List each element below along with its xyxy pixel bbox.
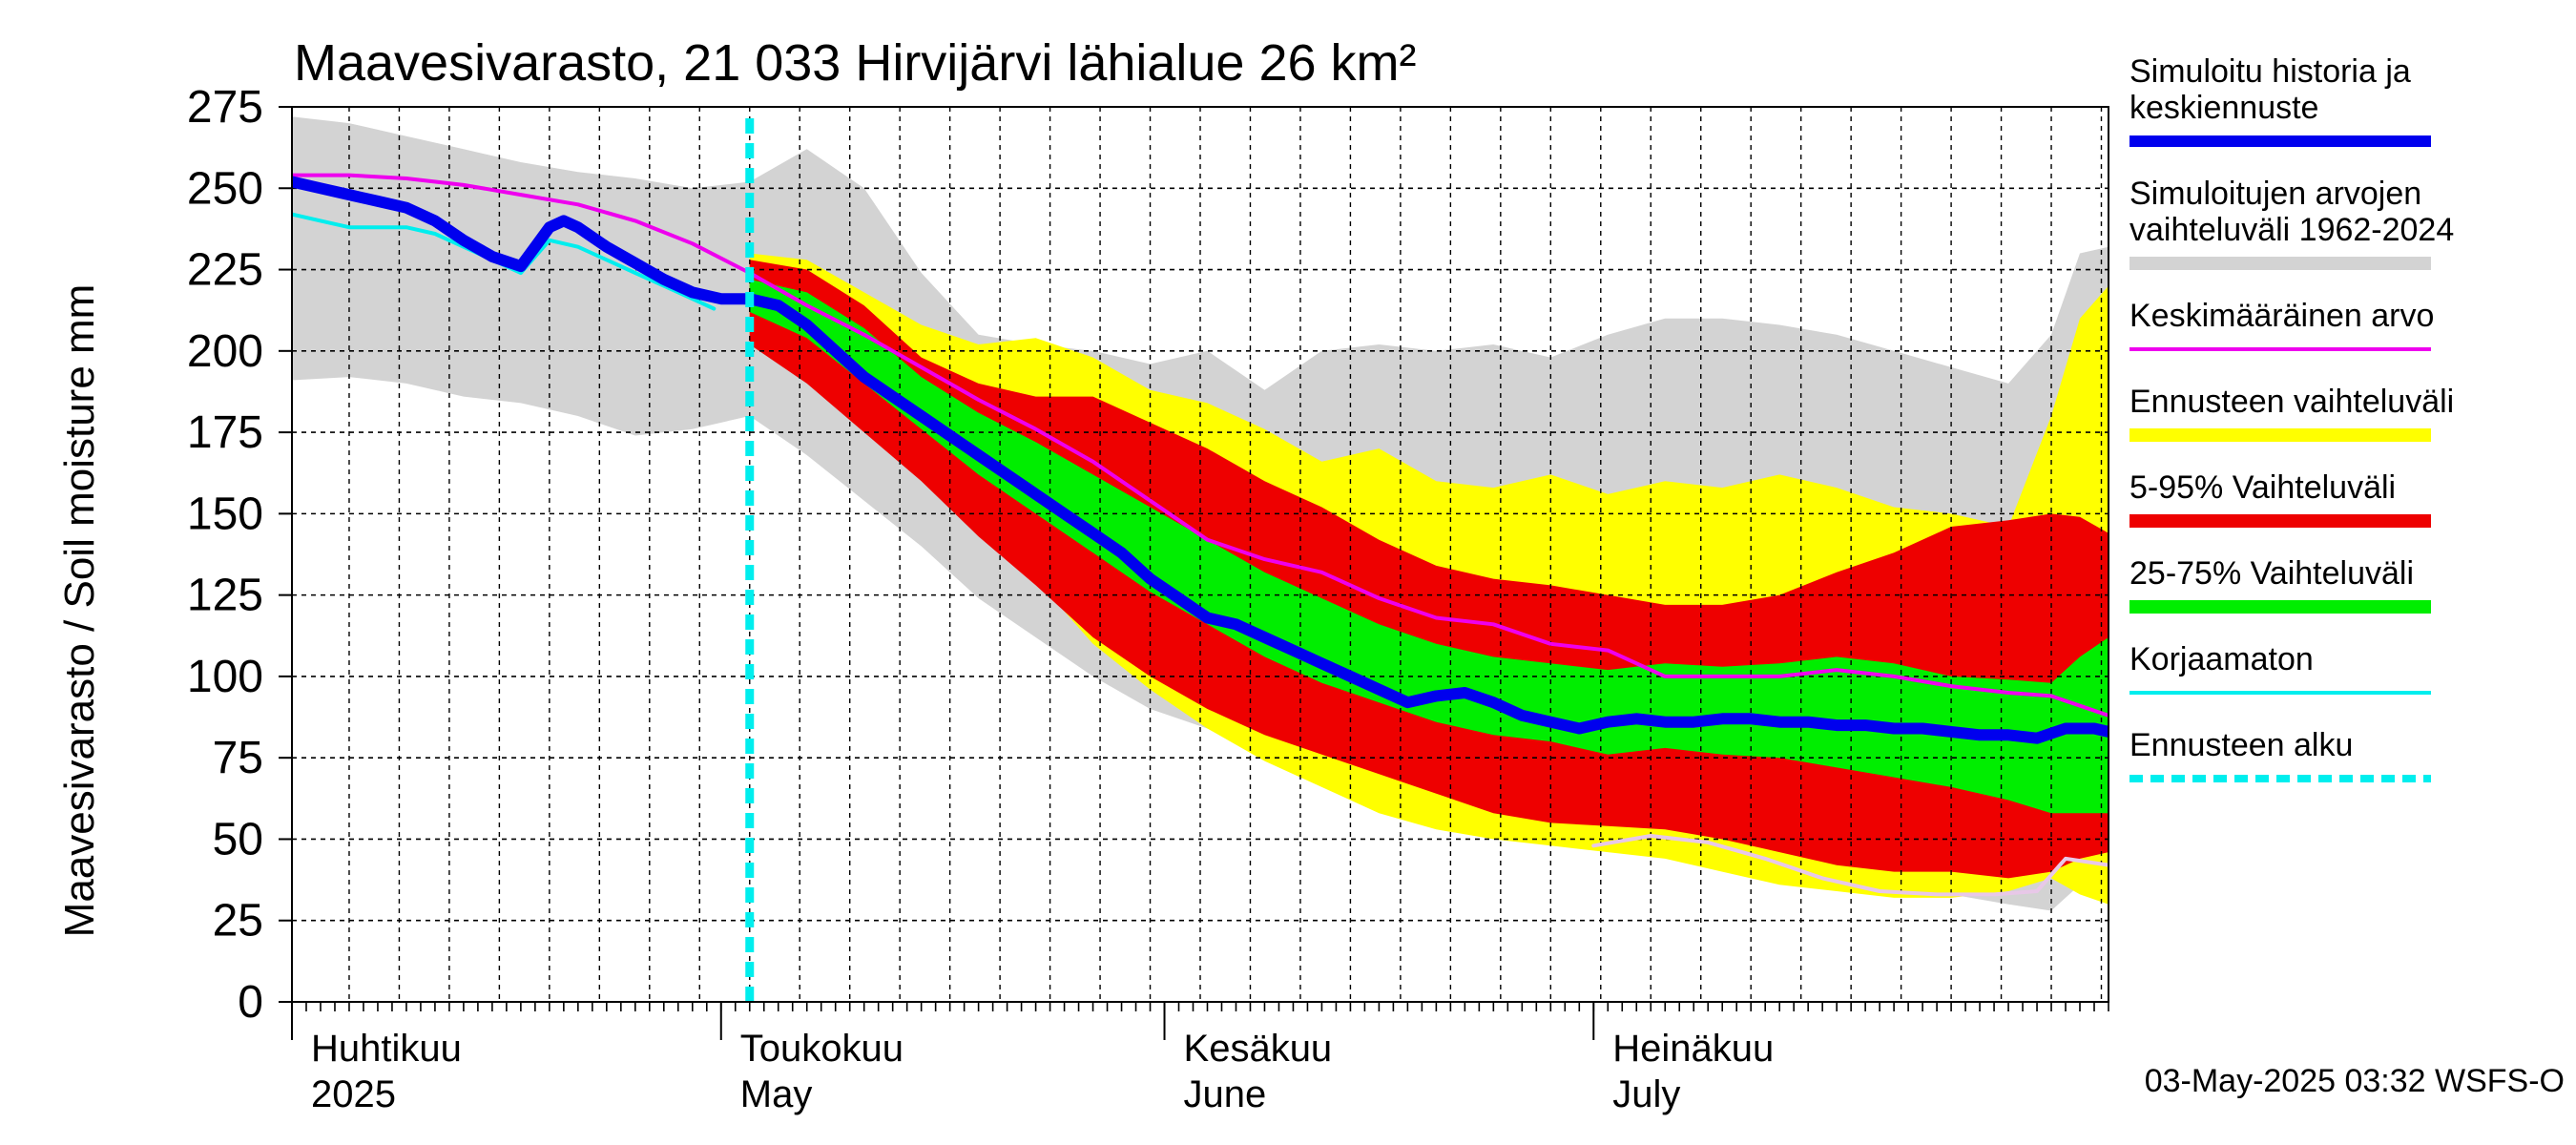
series-lines bbox=[292, 118, 2109, 1002]
min-line bbox=[1591, 834, 2109, 897]
y-tick-label: 100 bbox=[187, 652, 263, 702]
chart-title: Maavesivarasto, 21 033 Hirvijärvi lähial… bbox=[294, 34, 1417, 92]
y-tick-label: 25 bbox=[213, 896, 263, 947]
legend-label-range_hist: vaihteluväli 1962-2024 bbox=[2129, 212, 2454, 248]
month-label-fi: Huhtikuu bbox=[311, 1028, 462, 1070]
history-median-line bbox=[292, 176, 2109, 744]
p25-75-band bbox=[749, 279, 2109, 814]
month-label-fi: Toukokuu bbox=[740, 1028, 904, 1070]
y-tick-label: 225 bbox=[187, 245, 263, 296]
plot-frame bbox=[291, 106, 2109, 1003]
month-label-en: June bbox=[1184, 1073, 1267, 1115]
axes: 0 25 50 75 100 125 150 175 200 225 250 275 Huhtikuu2… bbox=[187, 82, 2109, 1115]
y-tick-label: 75 bbox=[213, 733, 263, 783]
legend-label-fc_start: Ennusteen alku bbox=[2129, 727, 2353, 763]
y-tick-label: 275 bbox=[187, 82, 263, 133]
y-tick-label: 50 bbox=[213, 814, 263, 864]
legend-label-mean: Keskimääräinen arvo bbox=[2129, 298, 2434, 334]
legend-label-range_hist: Simuloitujen arvojen bbox=[2129, 176, 2421, 212]
legend-label-history: keskiennuste bbox=[2129, 90, 2318, 126]
y-tick-label: 200 bbox=[187, 326, 263, 377]
y-tick-label: 125 bbox=[187, 571, 263, 621]
y-tick-label: 175 bbox=[187, 407, 263, 458]
timestamp: 03-May-2025 03:32 WSFS-O bbox=[2145, 1063, 2565, 1099]
legend-label-history: Simuloitu historia ja bbox=[2129, 53, 2411, 90]
y-tick-label: 0 bbox=[238, 977, 263, 1028]
legend-label-fc_range: Ennusteen vaihteluväli bbox=[2129, 384, 2454, 420]
y-axis-label: Maavesivarasto / Soil moisture mm bbox=[56, 284, 103, 938]
month-label-fi: Kesäkuu bbox=[1184, 1028, 1333, 1070]
mean-line bbox=[292, 173, 2109, 718]
y-tick-label: 150 bbox=[187, 489, 263, 539]
y-tick-label: 250 bbox=[187, 163, 263, 214]
month-label-en: May bbox=[740, 1073, 813, 1115]
month-label-fi: Heinäkuu bbox=[1612, 1028, 1774, 1070]
month-label-en: 2025 bbox=[311, 1073, 396, 1115]
legend-label-uncorrected: Korjaamaton bbox=[2129, 641, 2314, 677]
month-label-en: July bbox=[1612, 1073, 1680, 1115]
legend-label-p5_95: 5-95% Vaihteluväli bbox=[2129, 469, 2396, 506]
legend-label-p25_75: 25-75% Vaihteluväli bbox=[2129, 555, 2414, 592]
